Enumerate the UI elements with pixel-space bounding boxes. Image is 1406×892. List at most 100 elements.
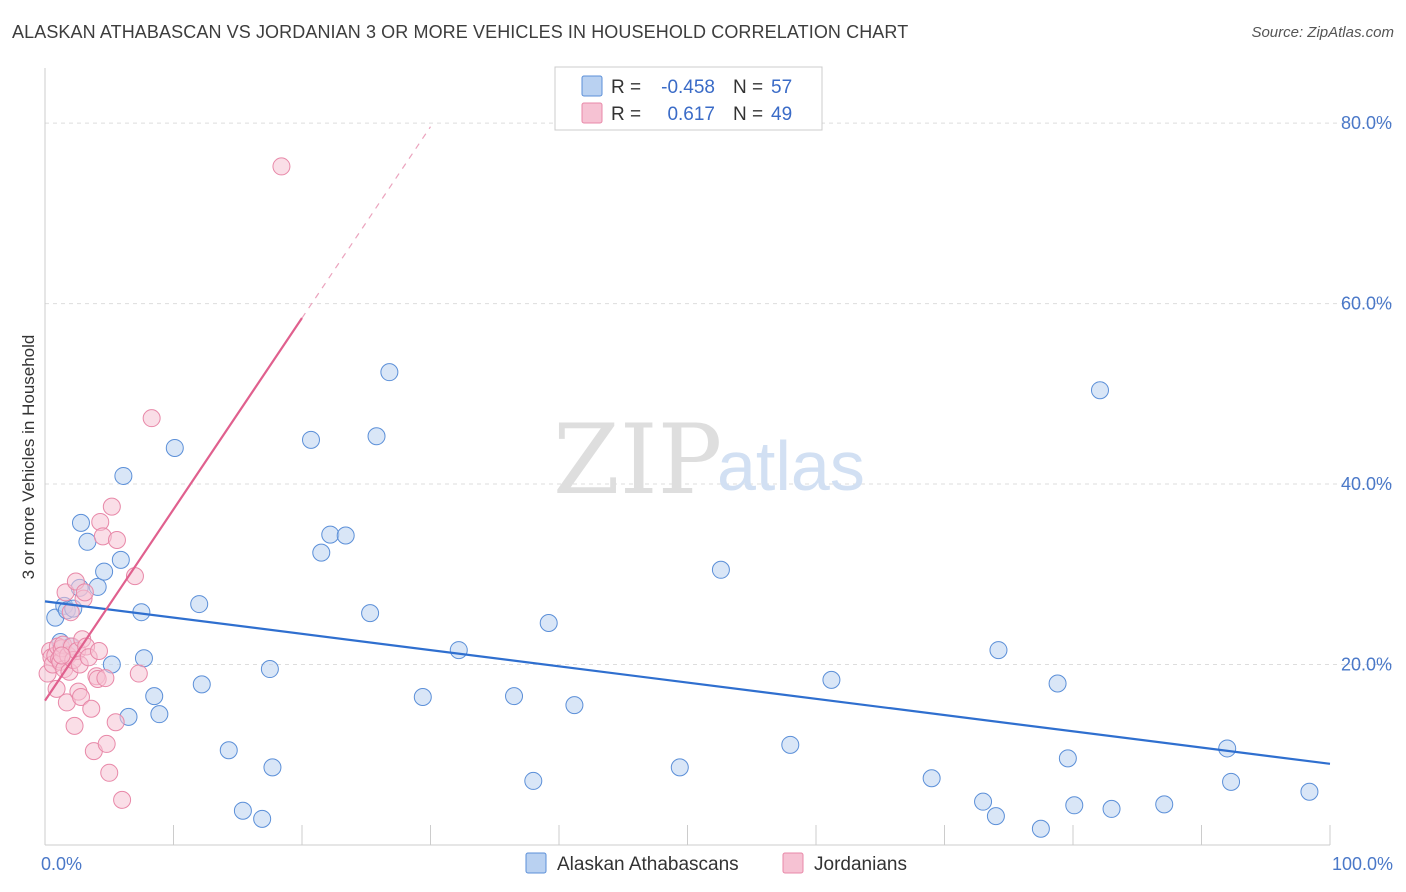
point-jordanian-48 xyxy=(52,646,71,665)
point-athabascan-49 xyxy=(1048,674,1067,693)
legend-series: Alaskan Athabascans Jordanians xyxy=(525,852,907,875)
legend-n-value-jordanian: 49 xyxy=(771,104,792,125)
point-jordanian-37 xyxy=(97,734,116,753)
point-jordanian-42 xyxy=(113,790,132,809)
trend-line-athabascan xyxy=(44,600,1331,765)
point-athabascan-53 xyxy=(1102,799,1121,818)
point-athabascan-45 xyxy=(974,792,993,811)
point-athabascan-30 xyxy=(336,526,355,545)
point-athabascan-13 xyxy=(114,466,133,485)
point-athabascan-8 xyxy=(78,532,97,551)
point-jordanian-29 xyxy=(82,699,101,718)
point-athabascan-32 xyxy=(367,427,386,446)
point-jordanian-36 xyxy=(96,669,115,688)
watermark-atlas: atlas xyxy=(717,427,865,505)
x-tick-label-0: 0.0% xyxy=(41,854,82,874)
point-jordanian-47 xyxy=(47,679,66,698)
point-athabascan-38 xyxy=(539,614,558,633)
watermark: ZIP atlas xyxy=(553,404,865,516)
trend-lines xyxy=(44,126,1331,765)
point-jordanian-38 xyxy=(100,763,119,782)
chart-source: Source: ZipAtlas.com xyxy=(1251,24,1394,41)
bottom-legend-label-athabascan: Alaskan Athabascans xyxy=(557,854,739,875)
point-jordanian-46 xyxy=(272,157,291,176)
point-athabascan-23 xyxy=(233,801,252,820)
point-athabascan-20 xyxy=(190,595,209,614)
bottom-legend-swatch-athabascan xyxy=(525,852,547,874)
point-athabascan-29 xyxy=(321,525,340,544)
point-athabascan-18 xyxy=(150,705,169,724)
point-jordanian-23 xyxy=(71,688,90,707)
point-athabascan-16 xyxy=(134,649,153,668)
point-athabascan-39 xyxy=(565,696,584,715)
legend-n-value-athabascan: 57 xyxy=(771,77,792,98)
point-athabascan-47 xyxy=(989,641,1008,660)
point-athabascan-12 xyxy=(111,550,130,569)
point-athabascan-37 xyxy=(524,771,543,790)
point-athabascan-57 xyxy=(1300,782,1319,801)
point-jordanian-39 xyxy=(102,497,121,516)
point-athabascan-19 xyxy=(165,438,184,457)
trend-line-jordanian-extension xyxy=(301,126,431,319)
point-athabascan-26 xyxy=(263,758,282,777)
grid-lines xyxy=(45,122,1392,666)
point-athabascan-10 xyxy=(95,562,114,581)
point-athabascan-22 xyxy=(219,741,238,760)
point-athabascan-51 xyxy=(1065,796,1084,815)
point-athabascan-54 xyxy=(1155,795,1174,814)
point-athabascan-17 xyxy=(145,687,164,706)
point-athabascan-25 xyxy=(260,660,279,679)
legend-r-label-athabascan: R = xyxy=(611,77,641,98)
point-athabascan-27 xyxy=(301,430,320,449)
bottom-legend-label-jordanian: Jordanians xyxy=(814,854,907,875)
y-tick-label-1: 40.0% xyxy=(1341,474,1392,494)
axes xyxy=(44,68,1331,846)
point-athabascan-34 xyxy=(413,688,432,707)
bottom-legend-swatch-jordanian xyxy=(782,852,804,874)
point-athabascan-46 xyxy=(986,807,1005,826)
chart-title: ALASKAN ATHABASCAN VS JORDANIAN 3 OR MOR… xyxy=(12,22,909,42)
point-athabascan-50 xyxy=(1058,749,1077,768)
legend-swatch-jordanian xyxy=(581,102,603,124)
tick-labels: 20.0% 40.0% 60.0% 80.0% 0.0% 100.0% xyxy=(41,113,1393,874)
point-athabascan-31 xyxy=(361,604,380,623)
point-athabascan-55 xyxy=(1218,739,1237,758)
point-athabascan-36 xyxy=(505,687,524,706)
y-tick-label-3: 80.0% xyxy=(1341,113,1392,133)
point-athabascan-56 xyxy=(1222,772,1241,791)
y-tick-label-2: 60.0% xyxy=(1341,294,1392,314)
x-tick-label-1: 100.0% xyxy=(1332,854,1393,874)
point-jordanian-44 xyxy=(129,664,148,683)
point-jordanian-26 xyxy=(75,583,94,602)
legend-n-label-athabascan: N = xyxy=(733,77,763,98)
legend-r-value-jordanian: 0.617 xyxy=(667,104,715,125)
point-athabascan-42 xyxy=(781,735,800,754)
point-athabascan-52 xyxy=(1090,381,1109,400)
point-athabascan-43 xyxy=(822,670,841,689)
point-athabascan-35 xyxy=(449,641,468,660)
legend-r-label-jordanian: R = xyxy=(611,104,641,125)
point-jordanian-40 xyxy=(106,713,125,732)
point-athabascan-24 xyxy=(253,809,272,828)
point-athabascan-33 xyxy=(380,363,399,382)
point-jordanian-45 xyxy=(142,409,161,428)
trend-line-jordanian xyxy=(44,317,303,702)
point-jordanian-41 xyxy=(107,531,126,550)
point-jordanian-33 xyxy=(89,641,108,660)
point-athabascan-40 xyxy=(670,758,689,777)
data-points xyxy=(38,157,1319,838)
y-axis-label: 3 or more Vehicles in Household xyxy=(19,335,38,580)
point-athabascan-41 xyxy=(711,560,730,579)
point-athabascan-7 xyxy=(71,513,90,532)
point-athabascan-28 xyxy=(312,543,331,562)
legend-swatch-athabascan xyxy=(581,75,603,97)
legend-r-value-athabascan: -0.458 xyxy=(661,77,715,98)
legend-n-label-jordanian: N = xyxy=(733,104,763,125)
point-jordanian-18 xyxy=(65,716,84,735)
legend-stats: R = -0.458 N = 57 R = 0.617 N = 49 xyxy=(554,66,823,131)
y-tick-label-0: 20.0% xyxy=(1341,655,1392,675)
point-athabascan-21 xyxy=(192,675,211,694)
point-athabascan-44 xyxy=(922,769,941,788)
point-athabascan-48 xyxy=(1031,819,1050,838)
